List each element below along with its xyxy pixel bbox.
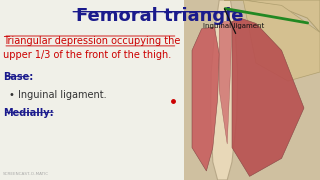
Polygon shape [219, 22, 232, 144]
Text: Base:: Base: [3, 72, 34, 82]
Text: Triangular depression occupying the: Triangular depression occupying the [3, 36, 180, 46]
Polygon shape [224, 0, 320, 32]
Text: Inguinal ligament.: Inguinal ligament. [18, 90, 106, 100]
Polygon shape [243, 0, 320, 81]
Bar [184, 0, 320, 180]
Polygon shape [232, 18, 304, 176]
Text: Medially:: Medially: [3, 108, 54, 118]
Text: upper 1/3 of the front of the thigh.: upper 1/3 of the front of the thigh. [3, 50, 172, 60]
Text: SCREENCAST-O-MATIC: SCREENCAST-O-MATIC [3, 172, 49, 176]
Text: •: • [8, 90, 14, 100]
Polygon shape [211, 0, 237, 180]
Polygon shape [192, 27, 219, 171]
Text: Inguinal ligament: Inguinal ligament [203, 23, 264, 29]
Text: Femoral triangle: Femoral triangle [76, 7, 244, 25]
